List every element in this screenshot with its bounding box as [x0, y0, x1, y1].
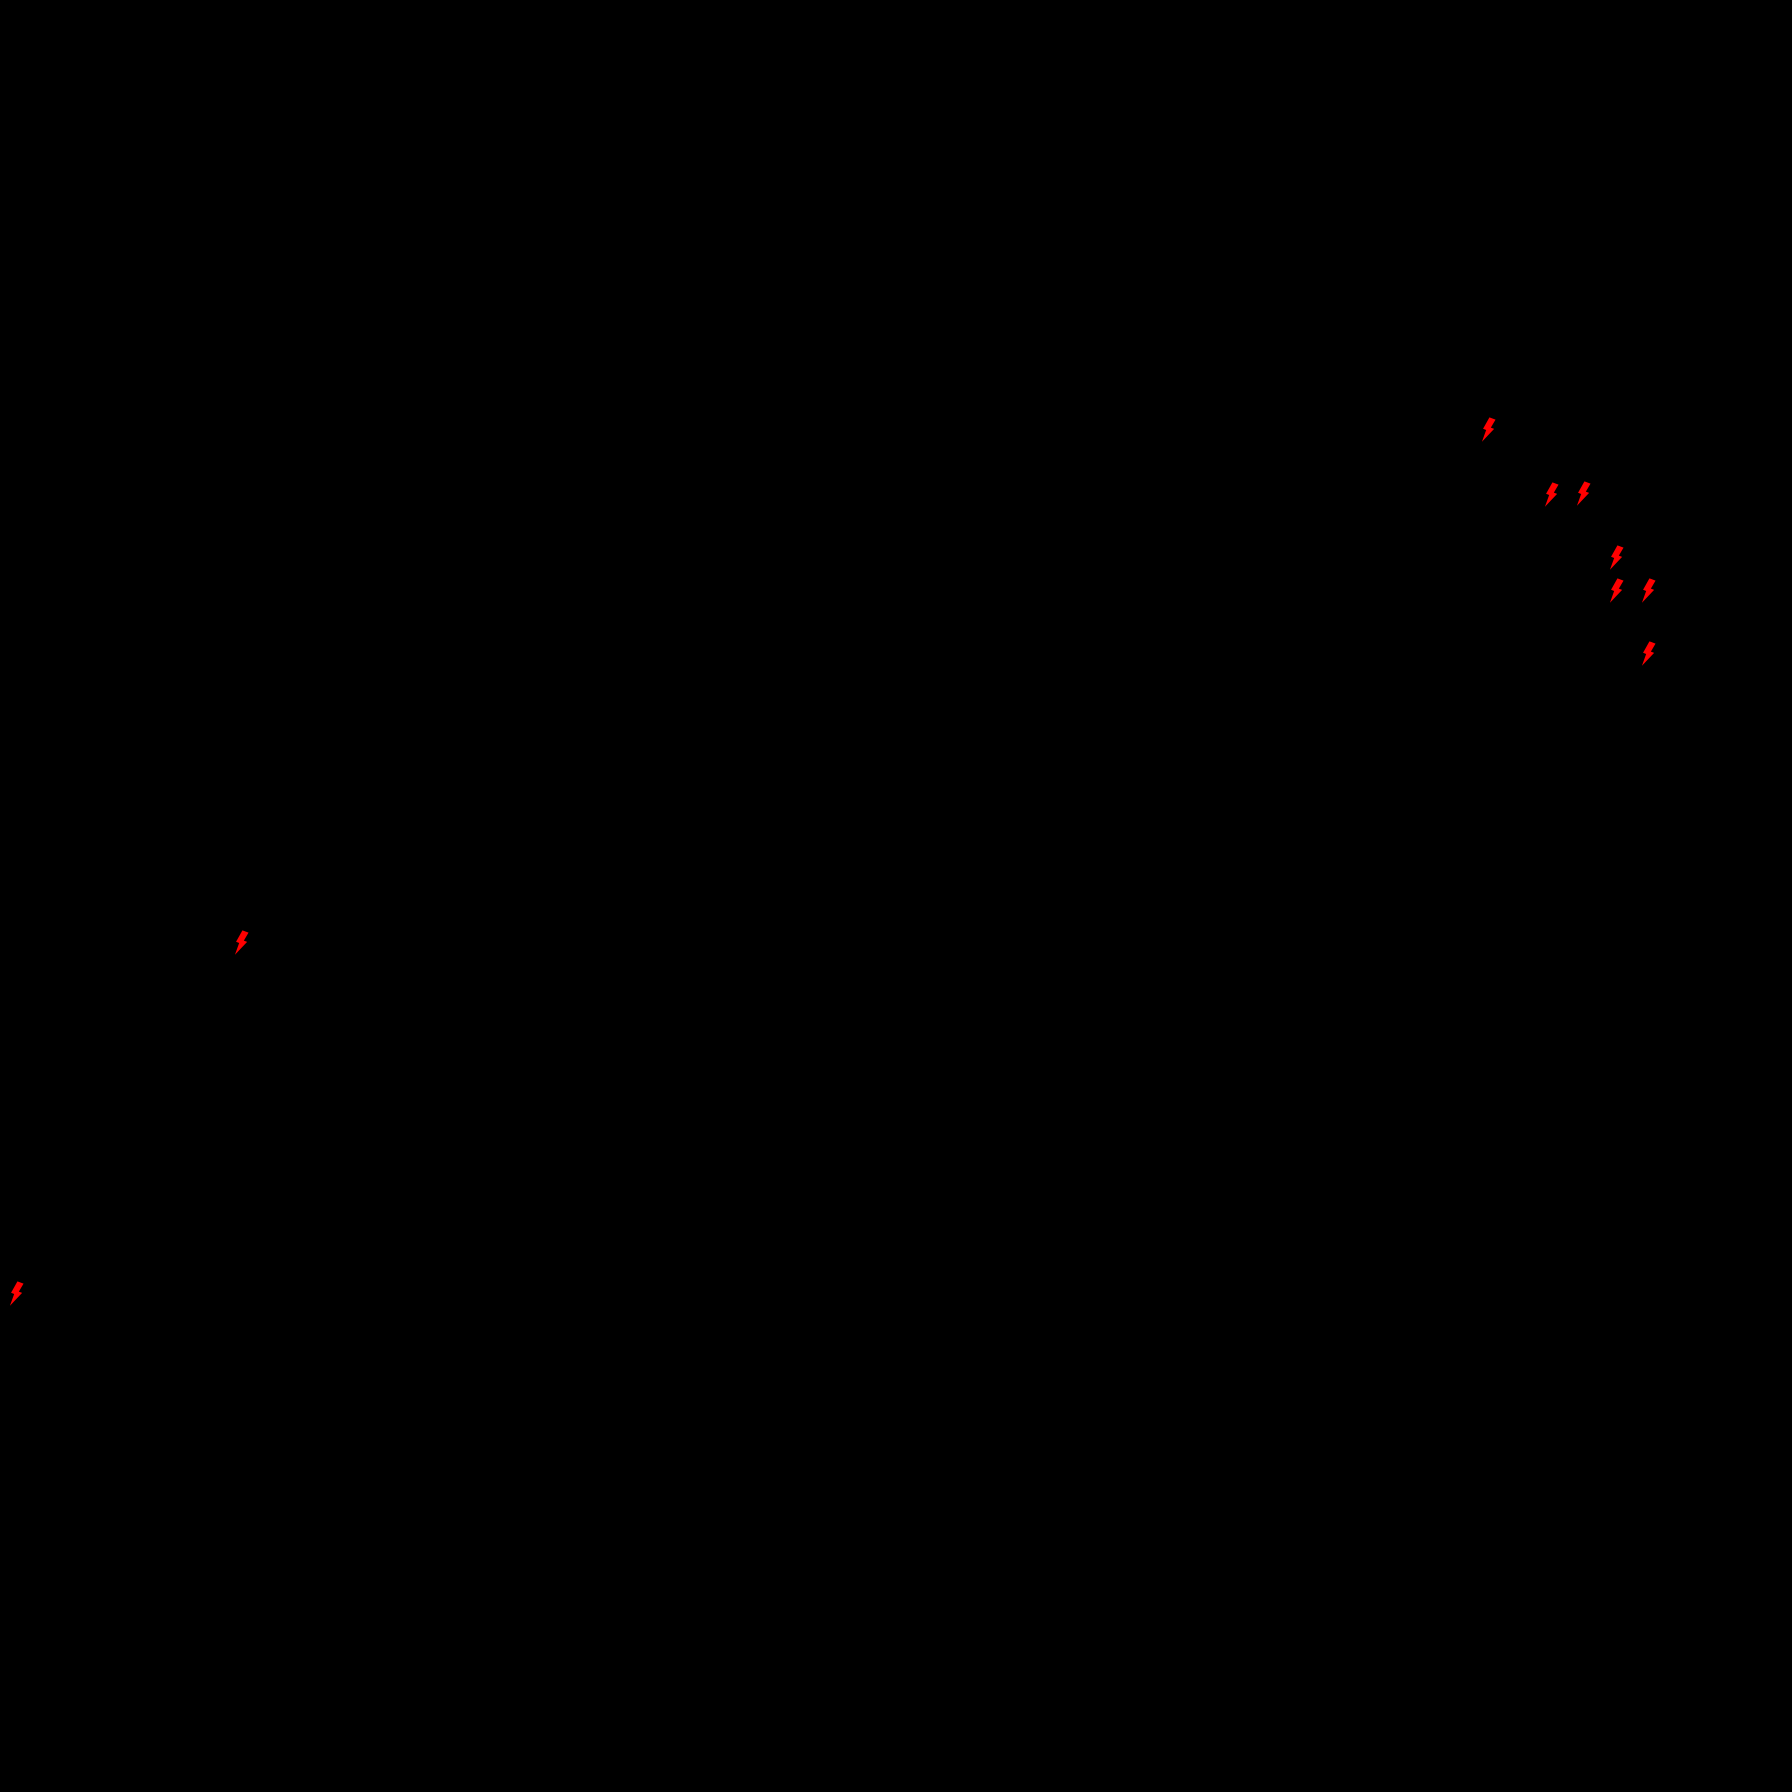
lightning-bolt-icon — [1609, 577, 1624, 603]
lightning-bolt-icon — [1609, 544, 1624, 570]
lightning-bolt-icon — [9, 1280, 24, 1306]
lightning-bolt-icon — [1641, 640, 1656, 666]
lightning-bolt-icon — [234, 929, 249, 955]
lightning-bolt-icon — [1481, 416, 1496, 442]
lightning-bolt-icon — [1641, 577, 1656, 603]
lightning-bolt-icon — [1576, 480, 1591, 506]
lightning-bolt-icon — [1544, 481, 1559, 507]
